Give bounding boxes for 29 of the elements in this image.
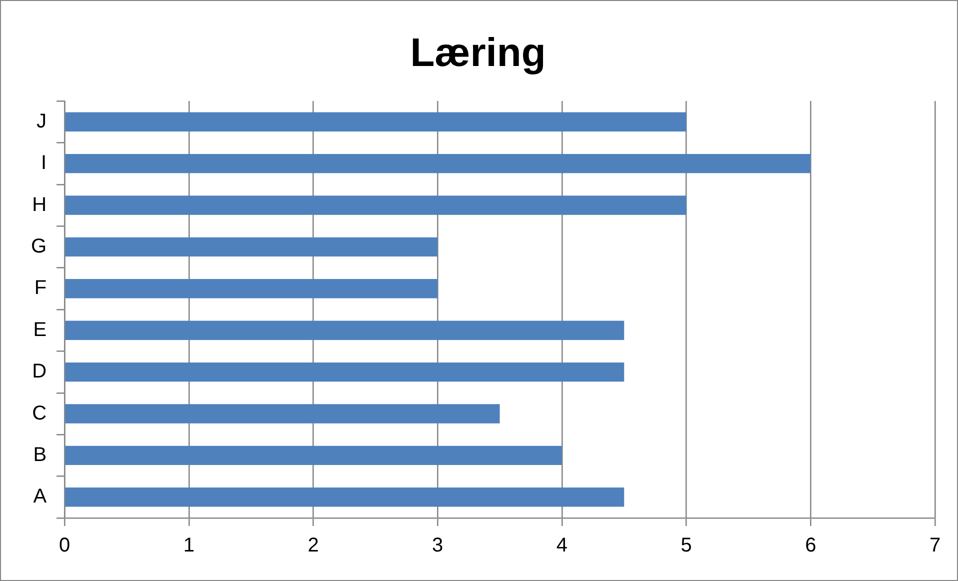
- y-tick-label: C: [32, 402, 47, 424]
- bar: [65, 404, 500, 424]
- x-tick-label: 6: [805, 534, 816, 557]
- y-tick-label: D: [32, 360, 47, 383]
- x-tick-label: 1: [183, 534, 194, 557]
- x-tick-label: 4: [556, 534, 568, 557]
- bar: [65, 112, 686, 132]
- y-tick-label: A: [33, 486, 48, 508]
- y-tick-label: B: [33, 444, 47, 466]
- y-tick-label: F: [34, 277, 47, 300]
- y-tick-label: G: [30, 235, 47, 258]
- x-tick-label: 7: [929, 534, 941, 557]
- y-tick-label: I: [40, 152, 47, 174]
- bar: [65, 237, 438, 257]
- y-tick-label: H: [32, 194, 47, 216]
- x-tick-label: 3: [432, 534, 444, 557]
- x-tick-label: 2: [308, 534, 319, 557]
- bar: [65, 446, 562, 466]
- bar: [65, 279, 438, 298]
- bar: [65, 488, 624, 507]
- x-tick-label: 5: [680, 534, 692, 557]
- bar: [65, 154, 811, 174]
- bar: [65, 320, 624, 340]
- bar: [65, 196, 686, 215]
- chart-title: Læring: [410, 31, 546, 76]
- y-tick-label: E: [33, 318, 47, 341]
- bar: [65, 362, 624, 382]
- x-tick-label: 0: [58, 534, 70, 557]
- y-tick-label: J: [36, 110, 47, 132]
